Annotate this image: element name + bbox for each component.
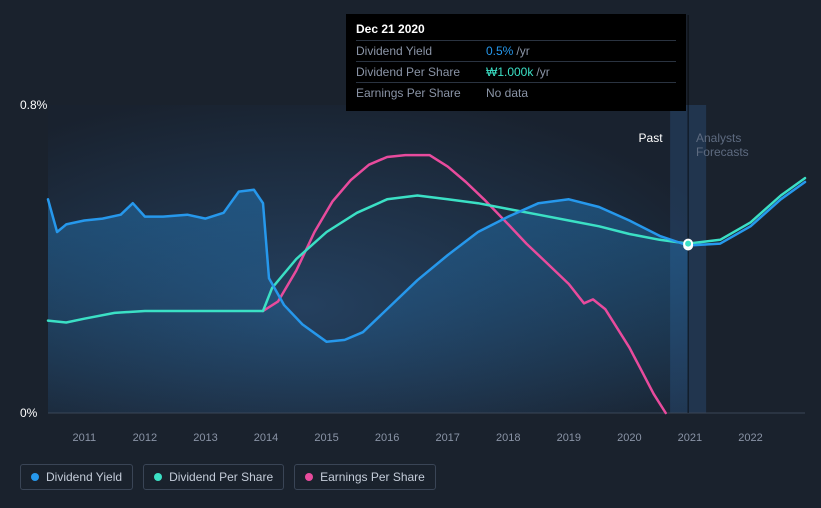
tooltip-row-value: 0.5% [486,44,513,58]
x-tick-label: 2015 [314,432,338,444]
x-tick-label: 2022 [738,432,762,444]
legend-dot-icon [31,473,39,481]
tooltip-row-label: Dividend Per Share [356,65,486,79]
x-tick-label: 2011 [73,432,97,444]
plot-area[interactable]: Past Analysts Forecasts [48,105,805,413]
tooltip-row-label: Earnings Per Share [356,86,486,100]
legend-item[interactable]: Earnings Per Share [294,464,436,490]
tooltip-row-unit: /yr [536,65,549,79]
tooltip-row-value: No data [486,86,528,100]
y-tick-label: 0.8% [20,98,47,112]
chart-svg [48,105,805,413]
x-tick-label: 2018 [496,432,520,444]
tooltip-row-label: Dividend Yield [356,44,486,58]
x-tick-label: 2012 [133,432,157,444]
x-tick-label: 2014 [254,432,278,444]
legend-label: Earnings Per Share [320,470,425,484]
tooltip-row: Earnings Per ShareNo data [356,82,676,103]
legend-item[interactable]: Dividend Yield [20,464,133,490]
legend-dot-icon [305,473,313,481]
x-tick-label: 2019 [557,432,581,444]
tooltip-row: Dividend Yield0.5%/yr [356,40,676,61]
tab-past[interactable]: Past [639,131,663,145]
legend-item[interactable]: Dividend Per Share [143,464,284,490]
legend-label: Dividend Yield [46,470,122,484]
x-tick-label: 2017 [435,432,459,444]
legend-dot-icon [154,473,162,481]
tooltip-rows: Dividend Yield0.5%/yrDividend Per Share₩… [356,40,676,103]
tooltip-row-value: ₩1.000k [486,65,533,79]
x-tick-label: 2021 [678,432,702,444]
chart-area: PastAnalysts Forecasts 0%0.8% [20,105,805,425]
legend: Dividend Yield Dividend Per Share Earnings… [20,464,436,490]
legend-label: Dividend Per Share [169,470,273,484]
x-tick-label: 2020 [617,432,641,444]
tooltip-date: Dec 21 2020 [356,22,676,36]
y-tick-label: 0% [20,406,37,420]
x-tick-label: 2016 [375,432,399,444]
hover-tooltip: Dec 21 2020 Dividend Yield0.5%/yrDividen… [346,14,686,111]
x-tick-label: 2013 [193,432,217,444]
tooltip-row-unit: /yr [516,44,529,58]
tooltip-row: Dividend Per Share₩1.000k/yr [356,61,676,82]
tab-forecast[interactable]: Analysts Forecasts [696,131,769,159]
